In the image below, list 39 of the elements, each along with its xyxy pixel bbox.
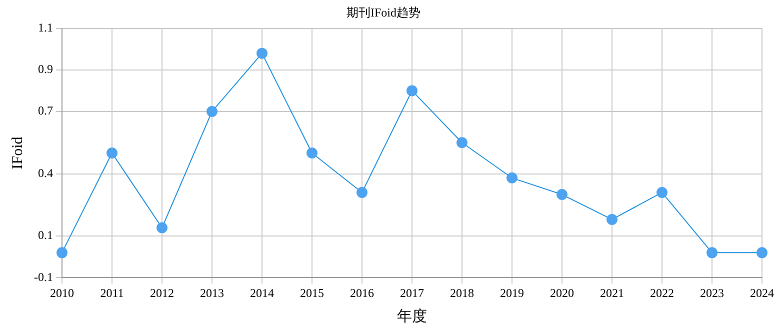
x-tick-label: 2022 [650,286,674,300]
point [706,247,718,258]
point [406,85,418,96]
point [606,214,618,225]
point [156,222,168,234]
y-tick-label: 0.1 [38,228,53,242]
point [456,137,468,148]
x-tick-label: 2015 [300,286,324,300]
x-tick-label: 2021 [600,286,624,300]
point [506,172,518,184]
x-tick-label: 2018 [450,286,474,300]
point [306,148,318,158]
point [256,48,268,59]
y-axis-title: IFoid [10,136,26,170]
x-tick-label: 2019 [500,286,524,300]
x-tick-label: 2020 [550,286,574,300]
point [756,247,768,258]
point [556,189,568,200]
chart-title: 期刊IFoid趋势 [346,5,421,20]
point [56,247,68,258]
y-tick-label: -0.1 [34,270,53,284]
x-tick-label: 2017 [400,286,424,300]
y-tick-label: 0.7 [38,104,53,118]
x-tick-label: 2016 [350,286,374,300]
x-tick-label: 2013 [200,286,224,300]
x-tick-label: 2012 [150,286,174,300]
x-tick-label: 2024 [750,286,774,300]
y-tick-label: 1.1 [38,20,53,35]
x-axis-title: 年度 [397,308,427,325]
point [656,186,668,198]
x-tick-label: 2011 [100,286,124,300]
point [206,106,218,117]
x-tick-label: 2023 [700,286,724,300]
x-tick-label: 2010 [50,286,74,300]
y-tick-label: 0.4 [38,166,53,180]
point [106,148,118,158]
x-tick-label: 2014 [250,286,274,300]
y-tick-label: 0.9 [38,62,53,76]
point [356,186,368,198]
